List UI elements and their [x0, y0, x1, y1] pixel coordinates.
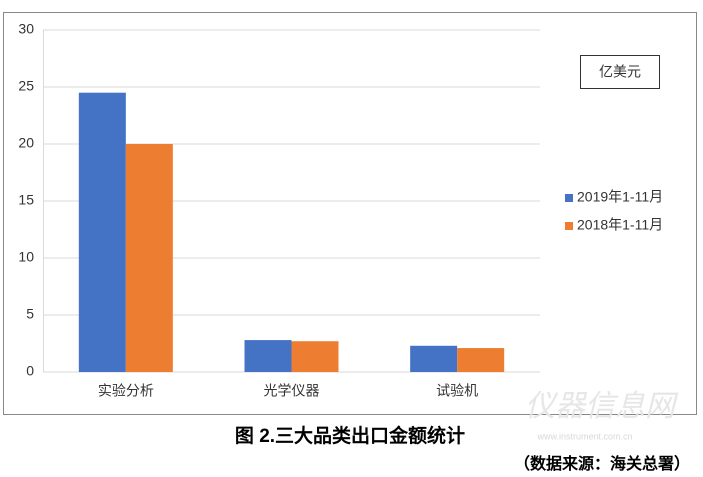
legend-swatch [565, 222, 573, 230]
x-tick-label: 实验分析 [98, 383, 154, 399]
y-tick-label: 10 [18, 249, 34, 265]
bar [78, 92, 126, 372]
bar [125, 144, 173, 372]
x-tick-label: 试验机 [436, 383, 478, 399]
legend-swatch [565, 194, 573, 202]
bar [410, 345, 458, 372]
y-tick-label: 0 [26, 363, 34, 379]
legend-label: 2019年1-11月 [577, 189, 663, 205]
bar [244, 340, 292, 372]
chart-title: 图 2.三大品类出口金额统计 [235, 424, 465, 447]
watermark: 仪器信息网 [525, 390, 679, 423]
watermark-url: www.instrument.com.cn [536, 431, 632, 441]
bar [457, 348, 505, 372]
source-note: （数据来源：海关总署） [514, 454, 690, 473]
y-tick-label: 15 [18, 192, 34, 208]
y-tick-label: 25 [18, 78, 34, 94]
legend-label: 2018年1-11月 [577, 217, 663, 233]
unit-box [580, 55, 660, 89]
unit-label: 亿美元 [599, 64, 641, 80]
y-tick-label: 5 [26, 306, 34, 322]
y-tick-label: 30 [18, 21, 34, 37]
x-tick-label: 光学仪器 [264, 383, 320, 399]
bar [291, 341, 339, 372]
y-tick-label: 20 [18, 135, 34, 151]
